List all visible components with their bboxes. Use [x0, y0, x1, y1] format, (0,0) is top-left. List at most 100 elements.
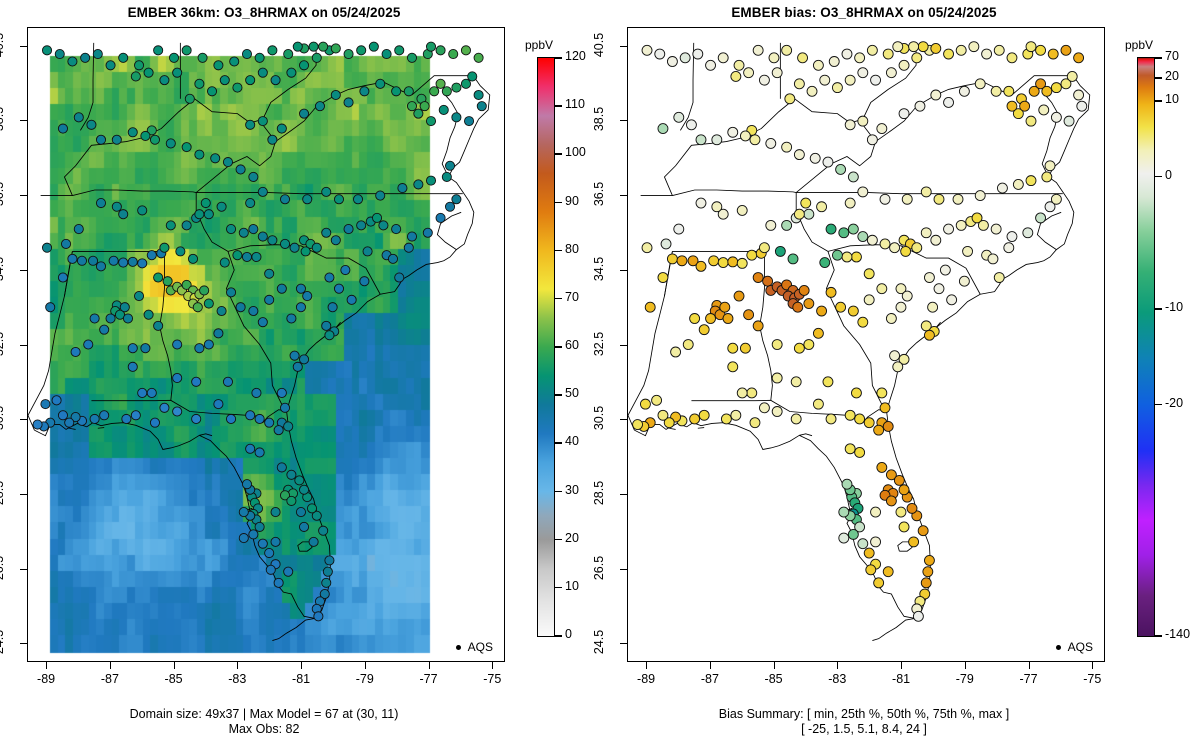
aqs-site-marker[interactable]	[111, 201, 122, 212]
aqs-site-marker[interactable]	[893, 474, 905, 486]
aqs-site-marker[interactable]	[993, 272, 1005, 283]
aqs-site-marker[interactable]	[257, 231, 268, 242]
aqs-site-marker[interactable]	[213, 60, 224, 71]
aqs-site-marker[interactable]	[319, 588, 330, 600]
aqs-site-marker[interactable]	[134, 291, 145, 302]
aqs-site-marker[interactable]	[822, 156, 834, 168]
aqs-site-marker[interactable]	[809, 152, 821, 164]
aqs-site-marker[interactable]	[917, 41, 929, 53]
aqs-site-marker[interactable]	[663, 417, 675, 429]
aqs-site-marker[interactable]	[92, 48, 103, 60]
aqs-site-marker[interactable]	[854, 447, 866, 458]
aqs-site-marker[interactable]	[977, 219, 989, 231]
aqs-site-marker[interactable]	[191, 413, 202, 424]
aqs-site-marker[interactable]	[924, 554, 935, 566]
aqs-site-marker[interactable]	[175, 246, 186, 257]
aqs-site-marker[interactable]	[184, 93, 195, 104]
aqs-site-marker[interactable]	[222, 157, 233, 168]
aqs-site-marker[interactable]	[844, 74, 856, 86]
aqs-site-marker[interactable]	[900, 245, 912, 257]
aqs-site-marker[interactable]	[641, 242, 653, 254]
aqs-site-marker[interactable]	[181, 142, 192, 153]
aqs-site-marker[interactable]	[286, 469, 297, 480]
aqs-site-marker[interactable]	[1050, 82, 1062, 94]
aqs-site-marker[interactable]	[441, 171, 452, 182]
aqs-site-marker[interactable]	[908, 41, 920, 53]
aqs-site-marker[interactable]	[1006, 100, 1018, 112]
aqs-site-marker[interactable]	[705, 59, 716, 71]
aqs-site-marker[interactable]	[898, 521, 910, 533]
aqs-site-marker[interactable]	[892, 41, 904, 53]
aqs-site-marker[interactable]	[771, 406, 783, 417]
aqs-site-marker[interactable]	[321, 577, 332, 588]
aqs-site-marker[interactable]	[57, 272, 68, 283]
aqs-site-marker[interactable]	[863, 417, 875, 429]
aqs-site-marker[interactable]	[898, 353, 910, 365]
aqs-site-marker[interactable]	[286, 313, 297, 324]
aqs-site-marker[interactable]	[153, 272, 164, 283]
aqs-site-marker[interactable]	[311, 510, 322, 521]
aqs-site-marker[interactable]	[898, 484, 910, 496]
aqs-site-marker[interactable]	[670, 346, 682, 358]
aqs-site-marker[interactable]	[743, 67, 755, 79]
aqs-site-marker[interactable]	[248, 224, 259, 235]
aqs-site-marker[interactable]	[194, 209, 205, 220]
aqs-site-marker[interactable]	[146, 250, 157, 261]
aqs-site-marker[interactable]	[749, 134, 761, 146]
aqs-site-marker[interactable]	[283, 566, 294, 577]
aqs-observation-points-model[interactable]	[28, 28, 504, 661]
aqs-site-marker[interactable]	[816, 305, 828, 317]
aqs-site-marker[interactable]	[251, 251, 262, 263]
aqs-site-marker[interactable]	[698, 324, 710, 336]
aqs-site-marker[interactable]	[686, 119, 697, 131]
aqs-site-marker[interactable]	[80, 52, 91, 63]
aqs-site-marker[interactable]	[768, 52, 780, 64]
aqs-site-marker[interactable]	[451, 194, 462, 205]
aqs-site-marker[interactable]	[226, 413, 237, 424]
aqs-site-marker[interactable]	[1060, 78, 1072, 90]
aqs-site-marker[interactable]	[203, 339, 214, 350]
aqs-site-marker[interactable]	[197, 52, 208, 63]
aqs-site-marker[interactable]	[812, 327, 824, 339]
aqs-site-marker[interactable]	[958, 275, 970, 287]
aqs-site-marker[interactable]	[870, 536, 881, 548]
aqs-site-marker[interactable]	[321, 320, 332, 331]
aqs-site-marker[interactable]	[387, 253, 398, 264]
aqs-site-marker[interactable]	[267, 45, 278, 56]
aqs-site-marker[interactable]	[641, 44, 653, 56]
aqs-site-marker[interactable]	[912, 610, 924, 622]
aqs-site-marker[interactable]	[99, 324, 110, 335]
aqs-site-marker[interactable]	[676, 255, 688, 267]
aqs-site-marker[interactable]	[226, 224, 237, 235]
aqs-site-marker[interactable]	[200, 198, 211, 209]
aqs-site-marker[interactable]	[639, 398, 651, 410]
aqs-site-marker[interactable]	[134, 60, 145, 71]
aqs-site-marker[interactable]	[251, 387, 262, 398]
aqs-site-marker[interactable]	[863, 268, 875, 280]
aqs-site-marker[interactable]	[41, 242, 53, 253]
aqs-site-marker[interactable]	[889, 350, 901, 362]
aqs-site-marker[interactable]	[153, 320, 164, 331]
aqs-site-marker[interactable]	[299, 108, 310, 119]
aqs-site-marker[interactable]	[803, 298, 815, 309]
aqs-site-marker[interactable]	[1003, 242, 1015, 254]
aqs-site-marker[interactable]	[863, 547, 875, 559]
aqs-site-marker[interactable]	[727, 256, 739, 268]
aqs-site-marker[interactable]	[865, 564, 877, 576]
aqs-site-marker[interactable]	[286, 495, 297, 506]
aqs-site-marker[interactable]	[213, 399, 224, 410]
aqs-site-marker[interactable]	[733, 59, 745, 71]
aqs-site-marker[interactable]	[340, 265, 351, 276]
aqs-site-marker[interactable]	[727, 126, 739, 138]
aqs-site-marker[interactable]	[114, 309, 126, 320]
aqs-site-marker[interactable]	[181, 220, 192, 231]
aqs-site-marker[interactable]	[216, 305, 227, 317]
aqs-site-marker[interactable]	[302, 291, 313, 302]
aqs-site-marker[interactable]	[241, 48, 253, 60]
aqs-site-marker[interactable]	[311, 242, 322, 253]
aqs-site-marker[interactable]	[793, 208, 805, 220]
aqs-site-marker[interactable]	[70, 346, 81, 358]
aqs-site-marker[interactable]	[137, 258, 148, 269]
aqs-site-marker[interactable]	[885, 313, 897, 324]
aqs-site-marker[interactable]	[375, 78, 386, 89]
